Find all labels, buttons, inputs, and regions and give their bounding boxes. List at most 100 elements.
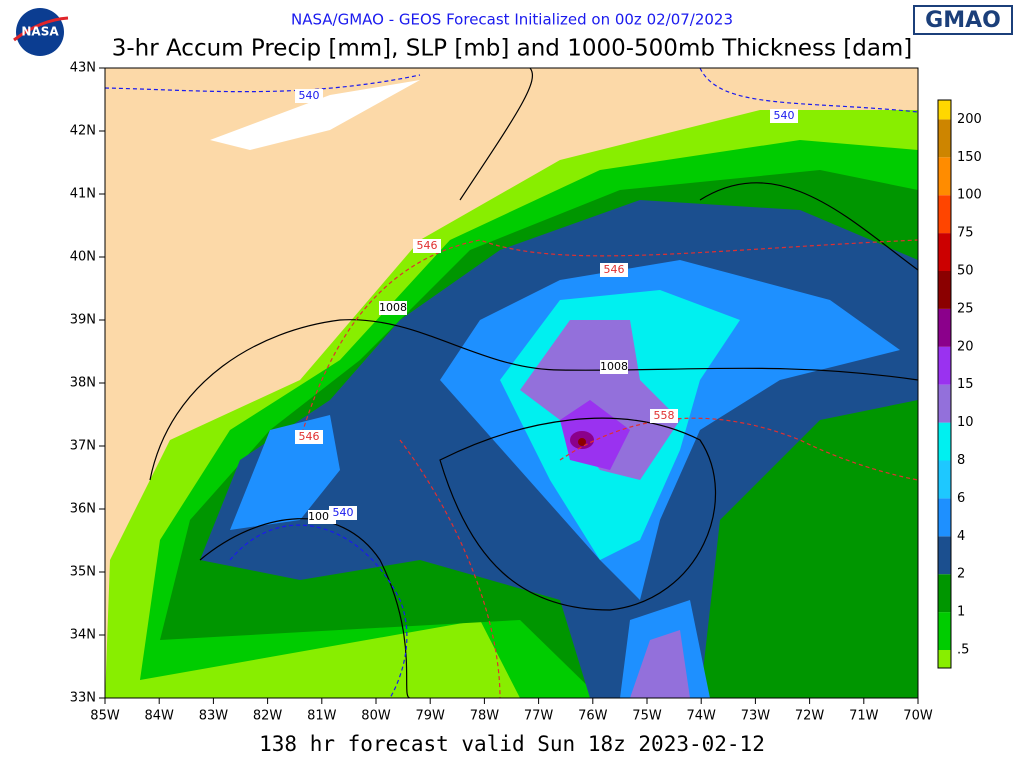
lat-label: 36N	[70, 502, 96, 517]
lon-label: 81W	[307, 709, 337, 724]
contour-label-bg	[379, 301, 407, 315]
nasa-logo-text: NASA	[21, 25, 59, 39]
colorbar-label: 100	[957, 188, 982, 203]
lon-label: 73W	[741, 709, 771, 724]
contour-label-bg	[295, 89, 323, 103]
contour-label-bg	[413, 239, 441, 253]
contour-label: 546	[417, 239, 438, 252]
colorbar-swatch	[938, 422, 951, 461]
contour-label: 540	[299, 89, 320, 102]
colorbar-swatch	[938, 271, 951, 309]
colorbar-swatch	[938, 233, 951, 271]
lat-label: 35N	[70, 565, 96, 580]
contour-label: 540	[774, 109, 795, 122]
colorbar-label: 10	[957, 415, 974, 430]
precip-10	[520, 320, 690, 698]
contour-label: 1008	[379, 301, 407, 314]
contour-label-bg	[329, 506, 357, 520]
isobar	[439, 417, 716, 611]
precip-25	[578, 438, 586, 446]
lon-label: 70W	[903, 709, 933, 724]
colorbar-label: 200	[957, 112, 982, 127]
contour-label: 546	[604, 263, 625, 276]
colorbar-swatch	[938, 157, 951, 196]
lon-label: 83W	[199, 709, 229, 724]
contour-label-bg	[770, 109, 798, 123]
colorbar-swatch	[938, 574, 951, 613]
colorbar-label: 4	[957, 529, 965, 544]
colorbar-label: 2	[957, 567, 965, 582]
lat-label: 42N	[70, 124, 96, 139]
contour-label-bg	[600, 263, 628, 277]
lat-label: 33N	[70, 691, 96, 706]
colorbar-label: 1	[957, 605, 965, 620]
footer: 138 hr forecast valid Sun 18z 2023-02-12	[259, 732, 765, 756]
slp-contours	[149, 68, 918, 698]
lat-label: 40N	[70, 250, 96, 265]
colorbar-label: 15	[957, 377, 974, 392]
lon-label: 80W	[361, 709, 391, 724]
lon-label: 85W	[90, 709, 120, 724]
subtitle: NASA/GMAO - GEOS Forecast Initialized on…	[291, 11, 733, 29]
colorbar-swatch	[938, 612, 951, 650]
gmao-logo	[913, 5, 1013, 35]
colorbar-swatch	[938, 460, 951, 499]
colorbar-swatch	[938, 536, 951, 575]
colorbar-label: .5	[957, 643, 969, 658]
isobar	[459, 68, 918, 271]
axes: 85W 84W 83W 82W 81W 80W 79W 78W 77W 76W 75W 74W 73W 7…	[70, 61, 933, 724]
contour-label: 1008	[600, 360, 628, 373]
lon-label: 75W	[632, 709, 662, 724]
lat-label: 38N	[70, 376, 96, 391]
colorbar-swatch	[938, 195, 951, 234]
title: 3-hr Accum Precip [mm], SLP [mb] and 100…	[112, 36, 913, 62]
isopleth	[699, 68, 918, 113]
lat-label: 37N	[70, 439, 96, 454]
contour-label-bg	[600, 360, 628, 374]
gmao-logo-text: GMAO	[925, 8, 1001, 33]
lon-label: 78W	[470, 709, 500, 724]
lon-label: 72W	[795, 709, 825, 724]
lon-label: 77W	[524, 709, 554, 724]
lat-label: 43N	[70, 61, 96, 76]
colorbar: .5 1 2 4 6 8 10 15 20 25 50 75 100 150 200	[937, 99, 982, 669]
lat-label: 41N	[70, 187, 96, 202]
isopleth	[105, 74, 421, 93]
colorbar-label: 150	[957, 150, 982, 165]
lon-label: 84W	[144, 709, 174, 724]
nasa-swoosh	[13, 16, 69, 42]
contour-label-bg	[650, 409, 678, 423]
lon-label: 82W	[253, 709, 283, 724]
colorbar-label: 75	[957, 226, 974, 241]
precip-15	[560, 400, 630, 470]
snow-free	[210, 80, 420, 150]
colorbar-label: 25	[957, 301, 974, 316]
isopleth	[299, 239, 918, 441]
contour-label: 546	[299, 430, 320, 443]
lon-label: 79W	[415, 709, 445, 724]
lat-label: 34N	[70, 628, 96, 643]
lon-label: 76W	[578, 709, 608, 724]
lon-label: 74W	[686, 709, 716, 724]
colorbar-label: 50	[957, 264, 974, 279]
isopleth	[399, 417, 918, 698]
colorbar-label: 8	[957, 453, 965, 468]
contour-label: 558	[654, 409, 675, 422]
contour-label: 540	[333, 506, 354, 519]
colorbar-frame	[937, 99, 952, 669]
lat-label: 39N	[70, 313, 96, 328]
colorbar-swatch	[938, 100, 951, 120]
colorbar-swatch	[938, 498, 951, 537]
colorbar-swatch	[938, 650, 951, 668]
colorbar-swatch	[938, 119, 951, 158]
thickness-contours	[105, 68, 918, 698]
contour-label-bg	[295, 430, 323, 444]
isobar	[149, 319, 918, 481]
colorbar-label: 20	[957, 339, 974, 354]
precip	[105, 110, 918, 698]
colorbar-swatch	[938, 308, 951, 347]
isobar	[199, 518, 411, 698]
